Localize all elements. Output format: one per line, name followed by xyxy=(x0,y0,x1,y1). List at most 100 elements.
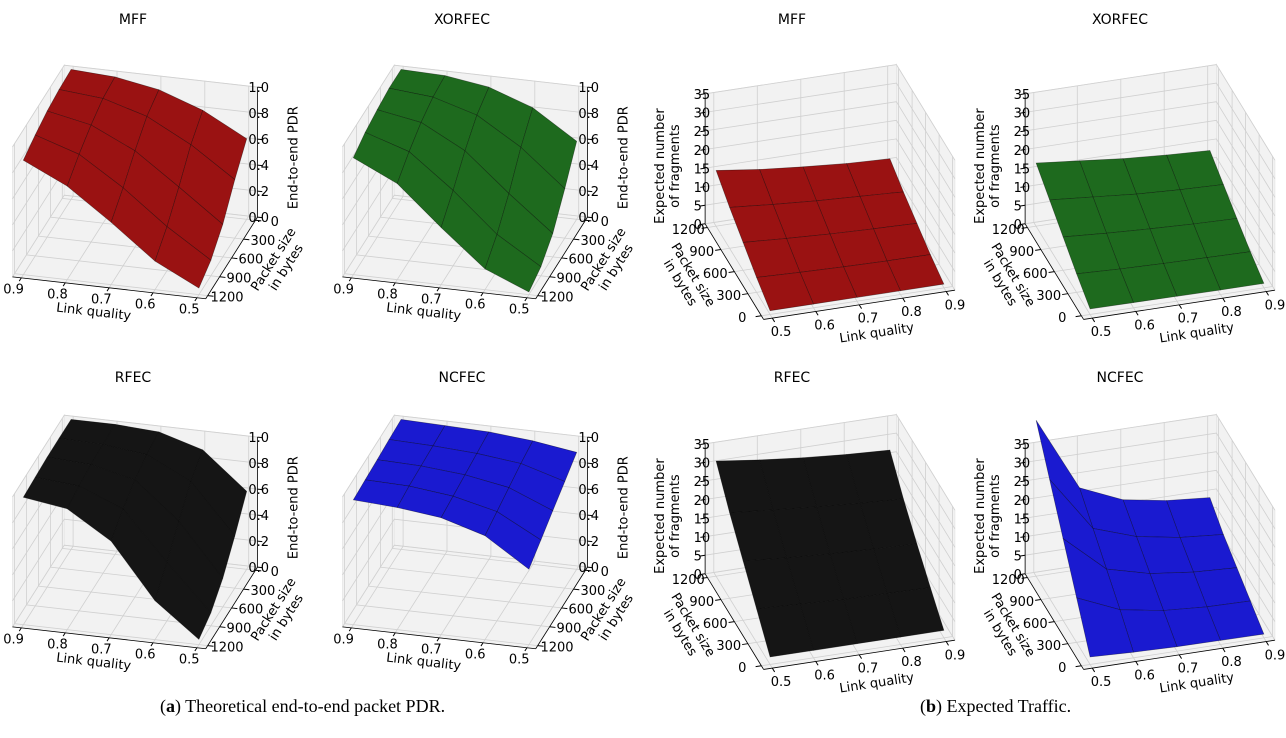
z-tick-label: 0 xyxy=(1014,568,1022,583)
tick-mark xyxy=(106,287,110,292)
tick-mark xyxy=(537,295,544,297)
tick-mark xyxy=(1178,304,1183,309)
tick-mark xyxy=(1020,554,1026,557)
x-tick-label: 0.7 xyxy=(91,293,112,308)
y-tick-label: 600 xyxy=(1023,267,1048,282)
x-tick-label: 0.5 xyxy=(179,303,200,318)
tick-mark xyxy=(231,257,238,260)
subplot: 0.5 0.6 0.7 0.8 0.90300600900120005101520253… xyxy=(652,12,965,347)
subplot: 0.5 0.6 0.7 0.8 0.90300600900120005101520253… xyxy=(972,12,1285,347)
tick-mark xyxy=(1020,130,1026,133)
tick-mark xyxy=(207,295,214,297)
tick-mark xyxy=(945,291,949,296)
surface-patch xyxy=(1076,597,1134,658)
subplot: 0.5 0.6 0.7 0.8 0.9 0 300 600 900 1200 0.0 0.2 0.4 0.… xyxy=(333,12,636,324)
grid-line xyxy=(705,432,956,530)
grid-line xyxy=(12,414,258,498)
y-tick-label: 0 xyxy=(271,215,279,230)
tick-mark xyxy=(480,642,484,647)
tick-mark xyxy=(219,276,226,278)
z-tick-label: 25 xyxy=(694,475,711,490)
y-tick-label: 1200 xyxy=(210,290,243,305)
x-tick-label: 0.5 xyxy=(1091,325,1112,340)
surface-patch xyxy=(1049,479,1108,570)
tick-mark xyxy=(700,204,706,207)
tick-mark xyxy=(715,599,721,601)
grid-line xyxy=(1025,82,1276,180)
x-tick-label: 0.8 xyxy=(47,638,68,653)
y-tick-label: 0 xyxy=(738,661,746,676)
tick-mark xyxy=(1222,297,1226,303)
z-tick-label: 0.8 xyxy=(248,107,269,122)
z-tick-label: 35 xyxy=(694,438,711,453)
tick-mark xyxy=(587,462,593,465)
z-tick-label: 0.0 xyxy=(248,561,269,576)
z-tick-label: 30 xyxy=(694,107,711,122)
grid-line xyxy=(1025,414,1276,511)
x-tick-label: 0.6 xyxy=(465,298,486,313)
z-tick-label: 0.8 xyxy=(578,107,599,122)
tick-mark xyxy=(573,238,580,241)
tick-mark xyxy=(18,627,22,632)
caption-open: ( xyxy=(160,696,166,717)
z-tick-label: 20 xyxy=(694,144,711,159)
surface-patch xyxy=(1163,606,1221,648)
subplot-title: MFF xyxy=(119,12,147,28)
y-tick-label: 900 xyxy=(689,595,714,610)
z-axis-label-line: Expected number xyxy=(652,458,667,574)
z-tick-label: 0.0 xyxy=(578,561,599,576)
tick-mark xyxy=(1020,517,1026,520)
x-tick-label: 0.6 xyxy=(1134,668,1155,683)
tick-mark xyxy=(587,216,593,219)
subplot-title: XORFEC xyxy=(1092,12,1148,28)
tick-mark xyxy=(243,238,250,241)
grid-line xyxy=(342,414,588,498)
tick-mark xyxy=(700,480,706,483)
z-axis-label-line: of fragments xyxy=(667,474,682,558)
axis-line xyxy=(763,289,955,320)
tick-mark xyxy=(902,647,906,653)
axis-line xyxy=(704,573,764,670)
y-tick-label: 1200 xyxy=(210,640,243,655)
tick-mark xyxy=(1020,480,1026,483)
z-tick-label: 0.6 xyxy=(578,483,599,498)
z-tick-label: 15 xyxy=(1014,512,1031,527)
y-tick-label: 1200 xyxy=(540,640,573,655)
tick-mark xyxy=(392,632,396,637)
tick-mark xyxy=(700,130,706,133)
tick-mark xyxy=(257,138,263,141)
x-tick-label: 0.5 xyxy=(1091,675,1112,690)
z-tick-label: 0.0 xyxy=(578,211,599,226)
z-tick-label: 25 xyxy=(694,125,711,140)
tick-mark xyxy=(194,297,198,302)
tick-mark xyxy=(243,588,250,591)
z-tick-label: 1.0 xyxy=(248,81,269,96)
subplot-title: RFEC xyxy=(115,370,152,386)
y-tick-label: 900 xyxy=(1009,245,1034,260)
tick-mark xyxy=(1021,226,1028,229)
grid-line xyxy=(705,101,956,198)
z-tick-label: 0.2 xyxy=(248,535,269,550)
axis-line xyxy=(1083,289,1275,320)
y-tick-label: 600 xyxy=(703,617,728,632)
tick-mark xyxy=(392,282,396,287)
surface-patch xyxy=(772,200,831,239)
grid-line xyxy=(1025,138,1276,235)
tick-mark xyxy=(436,637,440,642)
z-tick-label: 5 xyxy=(1014,199,1022,214)
surface-patch xyxy=(756,603,814,658)
x-tick-label: 0.6 xyxy=(465,648,486,663)
tick-mark xyxy=(1020,111,1026,114)
tick-mark xyxy=(1178,654,1183,659)
tick-mark xyxy=(587,138,593,141)
z-tick-label: 15 xyxy=(694,512,711,527)
x-tick-label: 0.9 xyxy=(945,298,966,313)
x-tick-label: 0.5 xyxy=(771,675,792,690)
subplot: 0.5 0.6 0.7 0.8 0.9 0 300 600 900 1200 0.0 0.2 0.4 0.… xyxy=(3,12,306,324)
y-tick-label: 1200 xyxy=(992,573,1025,588)
tick-mark xyxy=(561,257,568,260)
y-tick-label: 300 xyxy=(580,234,605,249)
surface-patch xyxy=(484,511,542,570)
y-tick-label: 0 xyxy=(601,215,609,230)
